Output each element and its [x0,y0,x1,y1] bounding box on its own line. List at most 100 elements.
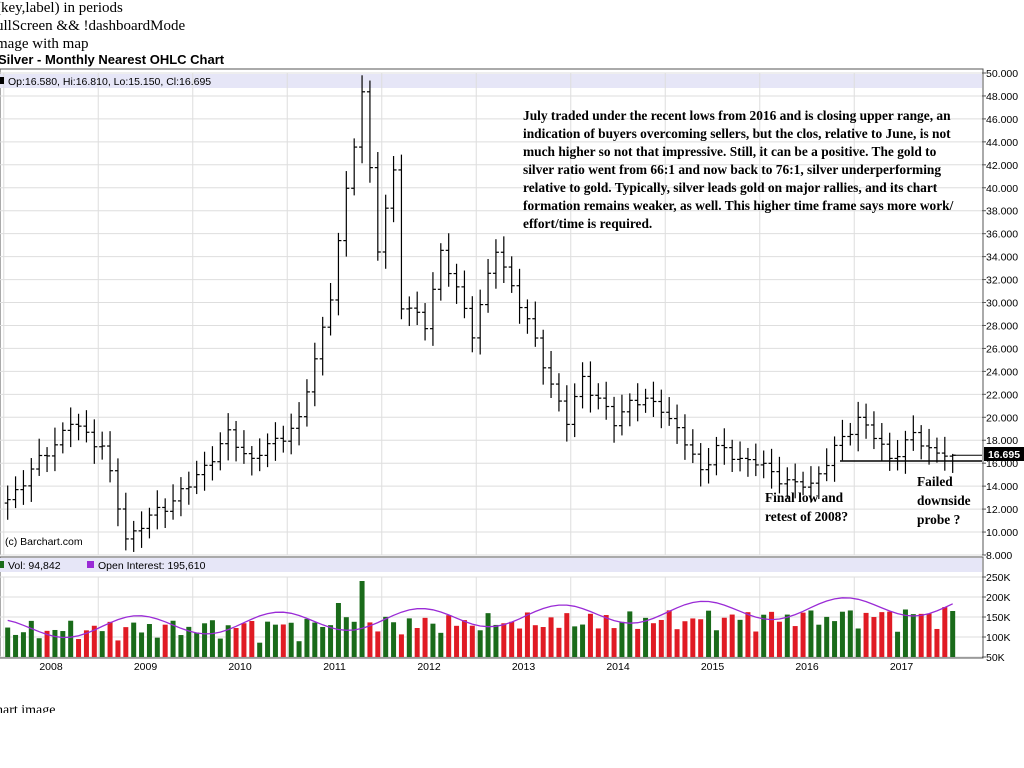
volume-bar [729,614,735,657]
volume-bar [257,642,263,657]
price-tick-label: 50.000 [986,68,1018,80]
annotation-line: downside [917,493,971,508]
volume-bar [847,610,853,657]
volume-bar [28,620,34,657]
volume-bar [52,629,58,657]
annotation-line: retest of 2008? [765,509,848,524]
volume-bar [288,622,294,657]
volume-bar [800,612,806,657]
volume-bar [713,630,719,657]
volume-bar [461,620,467,657]
volume-bar [950,611,956,657]
volume-bar [202,623,208,657]
price-tick-label: 26.000 [986,343,1018,355]
volume-bar [430,623,436,657]
open-interest-label: Open Interest: 195,610 [98,560,206,572]
volume-bar [36,638,42,657]
volume-bar [871,617,877,657]
volume-bar [816,624,822,657]
volume-bar [643,617,649,657]
price-tick-label: 32.000 [986,275,1018,287]
volume-bar [391,622,397,657]
ohlc-header-bar [0,74,982,88]
price-tick-label: 34.000 [986,252,1018,264]
price-tick-label: 12.000 [986,504,1018,516]
volume-bar [776,621,782,657]
volume-bar [934,628,940,657]
time-tick-label: 2017 [890,661,914,673]
price-axis: 50.000 48.000 46.000 44.000 42.000 40.000 38.0… [982,68,1018,562]
time-axis: 2008 2009 2010 2011 2012 2013 2014 2015 2016 2017 [39,661,913,673]
open-interest-swatch [87,561,94,568]
price-tick-label: 36.000 [986,229,1018,241]
price-tick-label: 10.000 [986,527,1018,539]
volume-bar [131,622,137,657]
volume-tick-label: 200K [986,592,1011,604]
open-interest-line [7,597,953,639]
copyright: (c) Barchart.com [5,536,83,548]
volume-bar [398,634,404,657]
volume-bar [20,632,26,657]
time-tick-label: 2008 [39,661,63,673]
volume-bar [532,625,538,657]
volume-bar [698,619,704,657]
volume-bar [784,614,790,657]
last-price-label: 16.695 [988,449,1020,461]
price-tick-label: 8.000 [986,550,1012,562]
volume-bar [517,628,523,657]
volume-bar [753,631,759,657]
volume-bar [13,634,19,657]
price-tick-label: 42.000 [986,160,1018,172]
code-text-line-3: mage with map [0,36,89,52]
volume-bar [839,611,845,657]
volume-bar [564,613,570,657]
volume-bar [170,620,176,657]
volume-bar [272,624,278,657]
volume-bar [761,614,767,657]
volume-bar [572,626,578,657]
volume-bar [107,621,113,657]
volume-bar [548,617,554,657]
volume-bar [241,623,247,657]
volume-bar [446,615,452,657]
volume-bar [737,619,743,657]
time-tick-label: 2010 [228,661,252,673]
volume-bar [68,620,74,657]
volume-bar [674,629,680,657]
annotation-line: much higher so not that impressive. Stil… [523,144,937,159]
time-tick-label: 2012 [417,661,441,673]
price-tick-label: 48.000 [986,91,1018,103]
volume-bar [469,625,475,657]
time-tick-label: 2015 [701,661,725,673]
volume-bar [509,621,515,657]
volume-bar [99,631,105,657]
volume-bar [863,612,869,657]
volume-bar [5,627,11,657]
volume-bar [587,613,593,657]
volume-bar [76,639,82,657]
volume-tick-label: 250K [986,572,1011,584]
volume-label: Vol: 94,842 [8,560,61,572]
volume-bar [706,610,712,657]
volume-bar [769,611,775,657]
volume-bar [194,632,200,657]
volume-bar [359,581,365,657]
volume-bar [209,620,215,657]
volume-bar [406,618,412,657]
code-text-line-1: (key,label) in periods [0,0,123,16]
volume-bar [217,638,223,657]
volume-bar [146,624,152,657]
volume-bar [635,628,641,657]
volume-bar [162,624,168,657]
ohlc-chart: Op:16.580, Hi:16.810, Lo:15.150, Cl:16.6… [0,68,1024,673]
volume-bar [493,624,499,657]
annotation-line: relative to gold. Typically, silver lead… [523,180,938,195]
volume-bar [595,628,601,657]
volume-bar [902,609,908,657]
annotation-line: Failed [917,474,953,489]
annotation-line: indication of buyers overcoming sellers,… [523,126,951,141]
annotation-line: probe ? [917,512,960,527]
annotation-line: silver ratio went from 66:1 and now back… [523,162,941,177]
volume-bar [808,610,814,657]
annotation-failed-probe: Failed downside probe ? [917,474,971,527]
